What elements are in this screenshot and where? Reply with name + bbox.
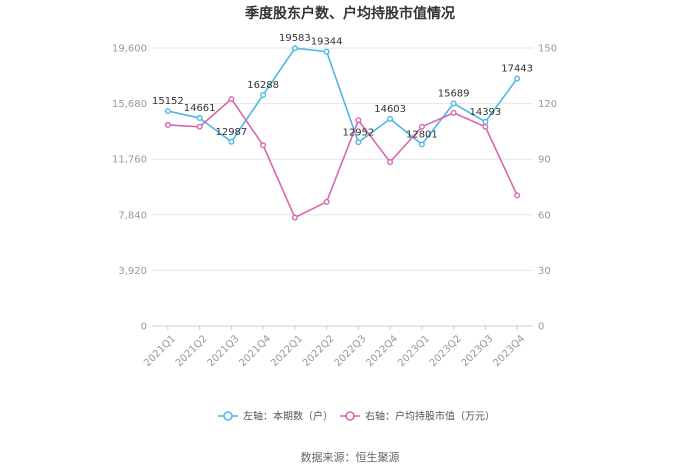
right-tick-label: 0 (538, 322, 544, 333)
data-point (450, 100, 457, 107)
data-point (164, 121, 171, 128)
data-point (418, 123, 425, 130)
left-tick-label: 11,760 (112, 155, 147, 166)
data-point (355, 139, 362, 146)
data-label: 12952 (342, 127, 374, 138)
grid-lines (152, 47, 533, 327)
right-tick-label: 60 (538, 210, 551, 221)
right-tick-label: 120 (538, 99, 557, 110)
x-tick-label: 2022Q3 (333, 333, 369, 369)
data-label: 15152 (152, 96, 184, 107)
data-point (482, 123, 489, 130)
data-point (450, 109, 457, 116)
left-tick-label: 0 (141, 322, 147, 333)
legend-marker (223, 411, 233, 421)
data-label: 19583 (279, 33, 311, 44)
data-label: 17443 (501, 64, 533, 75)
right-axis: 0 30 60 90 120 150 (538, 44, 557, 333)
x-tick-label: 2022Q1 (269, 333, 305, 369)
legend[interactable]: 左轴：本期数（户） 右轴：户均持股市值（万元） (218, 410, 495, 423)
data-point (514, 75, 521, 82)
data-label: 15689 (438, 88, 470, 99)
series-line-2 (167, 97, 518, 219)
right-tick-label: 150 (538, 44, 557, 55)
legend-marker (345, 411, 355, 421)
data-point (418, 141, 425, 148)
data-point (196, 115, 203, 122)
left-tick-label: 3,920 (118, 266, 147, 277)
legend-label: 右轴：户均持股市值（万元） (365, 410, 495, 423)
legend-item-2[interactable]: 右轴：户均持股市值（万元） (340, 410, 495, 423)
x-tick-label: 2022Q2 (301, 333, 337, 369)
x-tick-label: 2021Q1 (142, 333, 178, 369)
data-label: 14603 (374, 104, 406, 115)
x-tick-label: 2021Q4 (237, 333, 273, 369)
series-line-1 (167, 47, 518, 146)
data-point (355, 117, 362, 124)
data-label: 16288 (247, 80, 279, 91)
data-point (228, 138, 235, 145)
x-tick-label: 2023Q4 (491, 333, 527, 369)
x-axis: 2021Q12021Q22021Q32021Q42022Q12022Q22022… (142, 326, 527, 369)
left-tick-label: 19,600 (112, 44, 147, 55)
left-axis: 0 3,920 7,840 11,760 15,680 19,600 (112, 44, 147, 333)
data-label: 19344 (311, 37, 343, 48)
data-point (323, 198, 330, 205)
data-point (482, 118, 489, 125)
data-point (291, 214, 298, 221)
data-point (387, 115, 394, 122)
data-point (260, 91, 267, 98)
data-point (514, 192, 521, 199)
chart-title: 季度股东户数、户均持股市值情况 (244, 5, 455, 22)
x-tick-label: 2023Q3 (460, 333, 496, 369)
data-point (228, 95, 235, 102)
data-point (260, 142, 267, 149)
x-tick-label: 2023Q1 (396, 333, 432, 369)
right-tick-label: 90 (538, 155, 551, 166)
series-layer (164, 45, 521, 221)
x-tick-label: 2021Q3 (206, 333, 242, 369)
data-point (291, 45, 298, 52)
left-tick-label: 15,680 (112, 99, 147, 110)
data-point (323, 48, 330, 55)
x-tick-label: 2023Q2 (428, 333, 464, 369)
data-label: 14661 (184, 103, 216, 114)
legend-item-1[interactable]: 左轴：本期数（户） (218, 410, 333, 423)
x-tick-label: 2022Q4 (364, 333, 400, 369)
left-tick-label: 7,840 (118, 210, 147, 221)
legend-label: 左轴：本期数（户） (243, 410, 333, 423)
data-label: 12801 (406, 129, 438, 140)
data-label: 14393 (469, 107, 501, 118)
data-point (196, 123, 203, 130)
data-point (387, 158, 394, 165)
right-tick-label: 30 (538, 266, 551, 277)
data-point (164, 108, 171, 115)
data-label: 12987 (215, 127, 247, 138)
source-note: 数据来源：恒生聚源 (301, 450, 400, 464)
x-tick-label: 2021Q2 (174, 333, 210, 369)
